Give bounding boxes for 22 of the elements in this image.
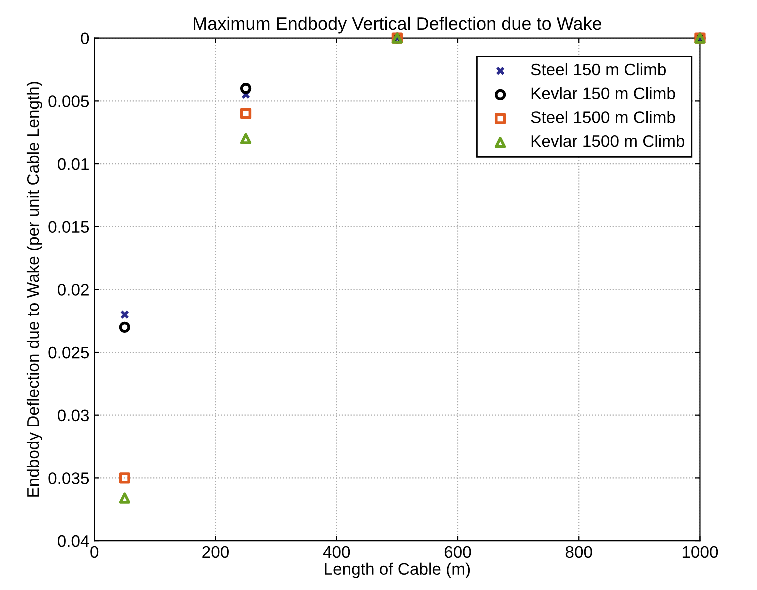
y-axis-title: Endbody Deflection due to Wake (per unit Cable Length) bbox=[26, 82, 43, 497]
x-tick-label: 400 bbox=[323, 546, 350, 558]
legend-label: Steel 1500 m Climb bbox=[531, 111, 676, 124]
y-tick-label: 0.03 bbox=[58, 410, 90, 422]
x-tick-label: 0 bbox=[90, 546, 99, 558]
x-tick-label: 800 bbox=[566, 546, 592, 558]
y-tick-label: 0.01 bbox=[58, 158, 89, 170]
x-tick-label: 1000 bbox=[682, 546, 718, 558]
y-tick-label: 0.04 bbox=[58, 535, 90, 548]
y-tick-label: 0 bbox=[81, 32, 90, 45]
x-axis-title: Length of Cable (m) bbox=[325, 562, 470, 578]
chart-title: Maximum Endbody Vertical Deflection due to Wake bbox=[194, 16, 602, 34]
legend-label: Steel 150 m Climb bbox=[531, 63, 666, 76]
legend-label: Kevlar 1500 m Climb bbox=[532, 135, 685, 148]
x-tick-label: 600 bbox=[444, 546, 472, 558]
y-tick-label: 0.015 bbox=[48, 221, 90, 234]
y-tick-label: 0.025 bbox=[48, 346, 90, 359]
legend-label: Kevlar 150 m Climb bbox=[532, 87, 676, 100]
y-tick-label: 0.035 bbox=[48, 472, 90, 484]
x-tick-label: 200 bbox=[202, 546, 229, 558]
y-tick-label: 0.02 bbox=[58, 284, 89, 296]
y-tick-label: 0.005 bbox=[48, 96, 90, 108]
